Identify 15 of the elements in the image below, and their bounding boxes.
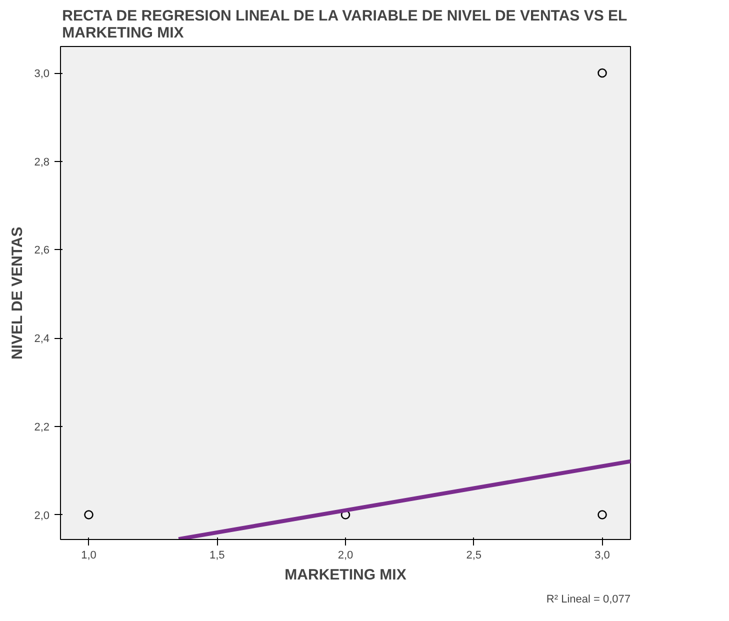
x-tick-label: 1,5 [209,550,225,562]
y-tick-label: 2,2 [34,421,50,434]
y-tick-label: 2,8 [34,156,50,168]
text: R² Lineal = 0,077 [546,594,631,606]
chart-title: RECTA DE REGRESION LINEAL DE LA VARIABLE DE NIVEL DE VENTAS VS EL MARKETING MIX [62,8,628,42]
y-axis-title: NIVEL DE VENTAS [9,226,26,360]
x-tick-label: 2,0 [338,550,354,562]
x-tick-label: 1,0 [81,550,96,562]
y-tick-label: 3,0 [34,68,50,80]
x-tick-label: 3,0 [594,550,610,562]
y-tick-label: 2,6 [34,244,50,257]
y-tick-label: 2,0 [34,510,50,522]
y-tick-label: 2,4 [34,333,50,346]
x-tick-label: 2,5 [466,550,482,562]
x-axis-title: MARKETING MIX [284,566,406,584]
